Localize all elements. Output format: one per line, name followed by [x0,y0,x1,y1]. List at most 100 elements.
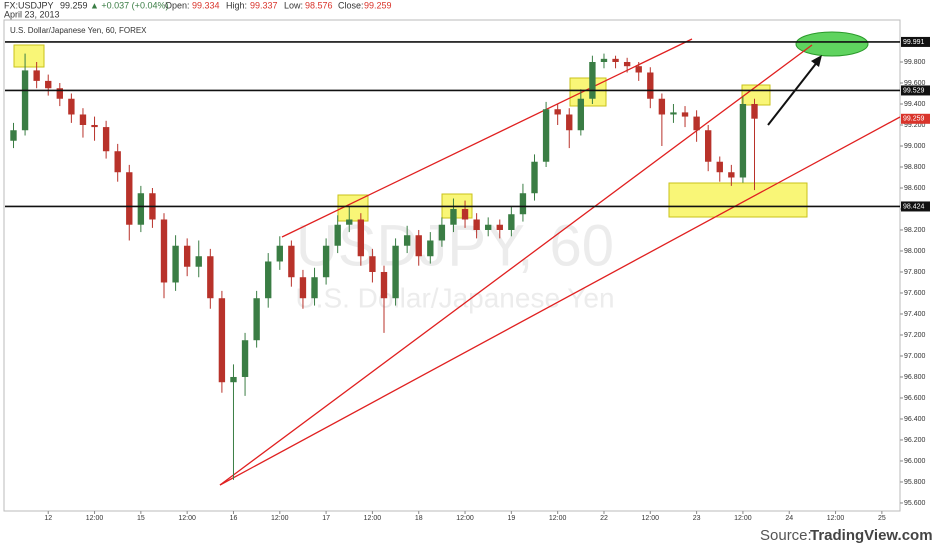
level-label-bg [901,85,930,96]
candle-body [392,245,399,299]
y-tick-label: 96.200 [904,437,926,444]
y-tick-label: 97.600 [904,290,926,297]
candle-body [207,256,214,299]
y-tick-label: 98.000 [904,248,926,255]
candle-body [566,114,573,131]
candle-body [10,130,17,141]
candle-body [647,72,654,99]
candle-body [485,224,492,230]
close-label: Close: [338,0,364,10]
arrow [767,60,819,126]
candle-body [56,88,63,99]
y-tick-label: 96.400 [904,416,926,423]
highlight-box [741,84,771,106]
trend-line [219,44,813,486]
candle-body [450,208,457,225]
candle-body [693,116,700,131]
candle-body [461,208,469,220]
candle-body [739,103,747,178]
close-value: 99.259 [364,0,392,10]
candle-body [91,124,98,128]
candle-body [299,277,307,299]
y-tick-label: 99.800 [904,59,926,66]
high-value: 99.337 [250,0,278,10]
candle-body [33,70,40,81]
candle-body [658,98,666,115]
candle-body [554,109,561,115]
candle-body [577,98,585,131]
source-label: Source: [760,527,812,544]
y-tick-label: 96.600 [904,395,926,402]
candle-body [126,172,133,225]
candle-body [496,224,503,230]
candle-body [623,61,631,67]
candle-body [288,245,295,278]
candle-body [68,98,75,115]
candle-body [681,112,689,117]
high-label: High: [226,0,247,10]
candle-body [531,161,538,194]
chart-title: U.S. Dollar/Japanese Yen, 60, FOREX [10,26,147,35]
y-tick-label: 98.800 [904,164,926,171]
level-label: 98.424 [903,203,925,210]
y-tick-label: 98.200 [904,227,926,234]
low-label: Low: [284,0,303,10]
x-tick-label: 12 [44,515,52,522]
candle-body [21,70,29,131]
candle-body [311,277,318,299]
price: 99.259 [60,0,88,10]
y-tick-label: 97.000 [904,353,926,360]
candle-body [519,193,527,215]
candle-body [403,235,411,246]
candle-body [473,219,480,230]
y-tick-label: 97.400 [904,311,926,318]
open-value: 99.334 [192,0,220,10]
candle-body [369,256,376,272]
x-tick-label: 12:00 [178,515,196,522]
candle-body [253,298,260,341]
candle-body [230,376,237,383]
x-tick-label: 25 [878,515,886,522]
y-tick-label: 98.600 [904,185,926,192]
y-tick-label: 99.400 [904,101,926,108]
x-tick-label: 12:00 [734,515,752,522]
candle-body [705,130,712,162]
y-tick-label: 99.200 [904,122,926,129]
x-tick-label: 22 [600,515,608,522]
level-label: 99.529 [903,87,925,94]
last-price-bg [901,113,930,124]
x-tick-label: 12:00 [549,515,567,522]
last-price-label: 99.259 [903,116,925,123]
y-tick-label: 95.600 [904,500,926,507]
level-label-bg [901,201,930,212]
candle-body [137,193,145,225]
candle-body [380,271,388,299]
candle-body [600,58,608,62]
candle-body [322,245,330,278]
candle-body [438,224,446,241]
candle-body [102,127,110,152]
x-tick-label: 19 [507,515,515,522]
arrow-head [811,55,822,67]
x-tick-label: 12:00 [456,515,474,522]
x-tick-label: 24 [785,515,793,522]
candle-body [415,235,422,257]
candle-body [508,214,515,230]
candle-body [114,151,121,173]
candle-body [751,103,758,119]
trend-line [281,38,693,238]
candle-body [635,66,642,73]
level-label: 99.991 [903,39,925,46]
candles [10,53,758,480]
symbol: FX:USDJPY [4,0,54,10]
candle-body [728,172,735,178]
y-tick-label: 99.600 [904,80,926,87]
candle-body [346,219,353,225]
candle-body [589,61,596,99]
candle-body [716,161,723,173]
candle-body [612,58,619,62]
x-tick-label: 12:00 [642,515,660,522]
x-tick-label: 18 [415,515,423,522]
candle-body [334,224,341,246]
